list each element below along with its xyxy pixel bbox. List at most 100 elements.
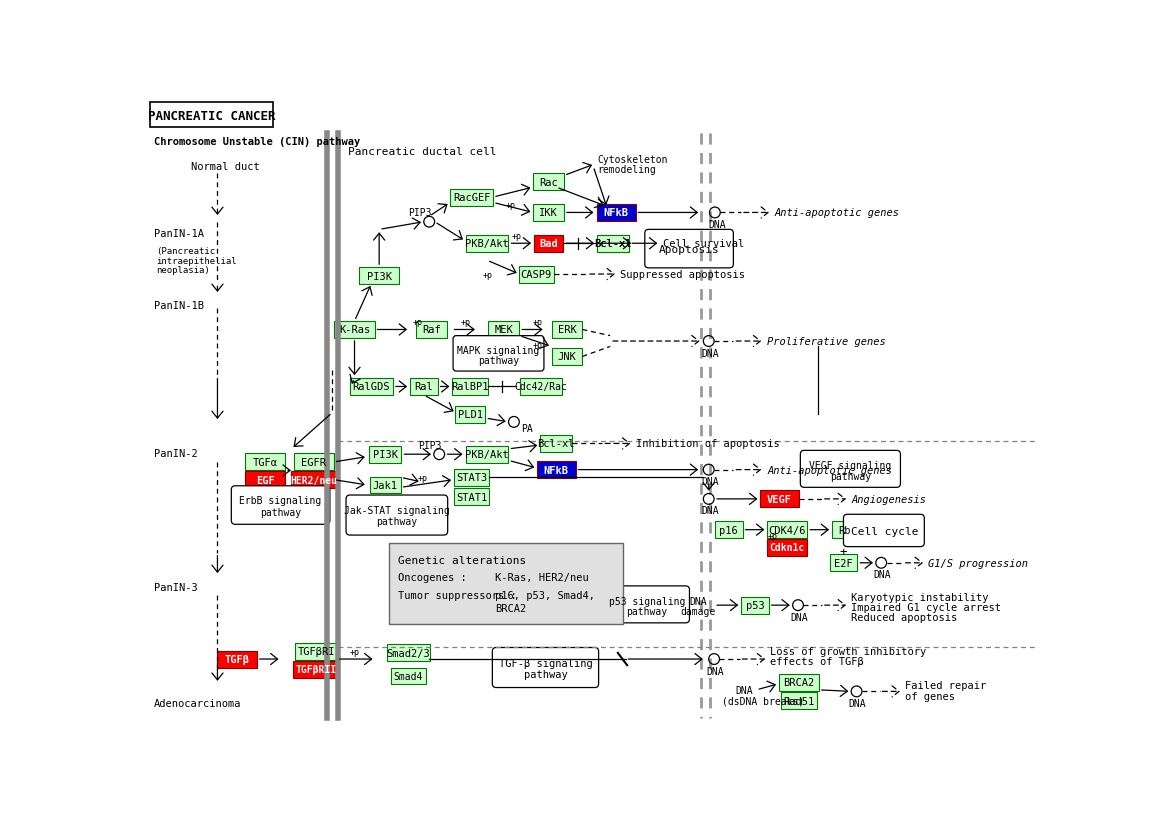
FancyBboxPatch shape: [533, 235, 564, 253]
Text: PANCREATIC CANCER: PANCREATIC CANCER: [148, 110, 275, 123]
Text: Oncogenes :: Oncogenes :: [399, 573, 467, 583]
Text: BRCA2: BRCA2: [783, 677, 815, 687]
FancyBboxPatch shape: [741, 597, 769, 614]
FancyBboxPatch shape: [597, 235, 629, 253]
Text: PanIN-2: PanIN-2: [153, 448, 198, 458]
Text: PIP3: PIP3: [408, 208, 432, 218]
Text: PLD1: PLD1: [458, 410, 482, 420]
Text: +p: +p: [767, 532, 777, 541]
Text: MEK: MEK: [495, 325, 514, 335]
Text: EGFR: EGFR: [301, 457, 327, 467]
Text: CASP9: CASP9: [521, 270, 552, 280]
FancyBboxPatch shape: [597, 205, 636, 222]
FancyBboxPatch shape: [767, 522, 808, 538]
Text: STAT3: STAT3: [456, 473, 487, 483]
Text: Bcl-xl: Bcl-xl: [538, 439, 575, 449]
Text: effects of TGFβ: effects of TGFβ: [770, 657, 865, 667]
FancyBboxPatch shape: [245, 454, 285, 471]
Text: Suppressed apoptosis: Suppressed apoptosis: [621, 270, 745, 280]
FancyBboxPatch shape: [359, 267, 400, 285]
Text: Cell survival: Cell survival: [662, 239, 744, 249]
Text: Chromosome Unstable (CIN) pathway: Chromosome Unstable (CIN) pathway: [153, 137, 360, 147]
Text: G1/S progression: G1/S progression: [928, 558, 1028, 568]
Text: p16, p53, Smad4,: p16, p53, Smad4,: [495, 590, 595, 600]
Text: Failed repair: Failed repair: [905, 681, 987, 691]
Text: PIP3: PIP3: [417, 440, 442, 450]
Text: PI3K: PI3K: [367, 272, 392, 282]
FancyBboxPatch shape: [779, 674, 819, 691]
FancyBboxPatch shape: [452, 378, 488, 396]
Text: Tumor suppressors :: Tumor suppressors :: [399, 590, 517, 600]
Text: Cytoskeleton: Cytoskeleton: [597, 154, 667, 164]
FancyBboxPatch shape: [370, 446, 402, 463]
Text: Raf: Raf: [422, 325, 440, 335]
Text: DNA: DNA: [706, 666, 724, 676]
FancyBboxPatch shape: [293, 661, 339, 677]
Text: DNA: DNA: [849, 698, 867, 708]
FancyBboxPatch shape: [597, 235, 630, 253]
FancyBboxPatch shape: [801, 450, 901, 488]
FancyBboxPatch shape: [295, 643, 337, 660]
Text: +p: +p: [505, 201, 516, 210]
Text: RalBP1: RalBP1: [451, 382, 489, 392]
Text: Angiogenesis: Angiogenesis: [852, 494, 927, 504]
Text: Proliferative genes: Proliferative genes: [767, 337, 885, 347]
Text: K-Ras: K-Ras: [339, 325, 371, 335]
Text: Pancreatic ductal cell: Pancreatic ductal cell: [349, 147, 497, 156]
Text: JNK: JNK: [558, 352, 576, 362]
Text: DNA: DNA: [734, 685, 753, 695]
Text: +p: +p: [350, 647, 360, 656]
FancyBboxPatch shape: [389, 543, 623, 624]
FancyBboxPatch shape: [216, 651, 257, 667]
Text: +p: +p: [533, 341, 543, 350]
Text: STAT1: STAT1: [456, 492, 487, 502]
Text: BRCA2: BRCA2: [495, 604, 526, 614]
Text: Cell cycle: Cell cycle: [851, 527, 918, 537]
FancyBboxPatch shape: [832, 522, 856, 538]
Text: PanIN-1A: PanIN-1A: [153, 229, 203, 239]
FancyBboxPatch shape: [370, 477, 401, 493]
Text: neoplasia): neoplasia): [156, 266, 209, 275]
FancyBboxPatch shape: [454, 407, 486, 423]
FancyBboxPatch shape: [715, 522, 743, 538]
Text: (Pancreatic: (Pancreatic: [156, 247, 215, 256]
Text: pathway: pathway: [830, 471, 872, 481]
Text: pathway: pathway: [260, 508, 301, 518]
FancyBboxPatch shape: [454, 469, 489, 486]
Text: Smad2/3: Smad2/3: [387, 648, 430, 658]
Text: DNA: DNA: [708, 219, 725, 229]
FancyBboxPatch shape: [604, 586, 689, 623]
Text: ErbB signaling: ErbB signaling: [239, 496, 322, 506]
Text: PKB/Akt: PKB/Akt: [465, 239, 509, 249]
Text: RalGDS: RalGDS: [353, 382, 390, 392]
FancyBboxPatch shape: [518, 267, 554, 283]
Text: TGFβ: TGFβ: [224, 654, 249, 664]
Text: Cdc42/Rac: Cdc42/Rac: [515, 382, 567, 392]
Text: Cdkn1c: Cdkn1c: [769, 542, 805, 553]
FancyBboxPatch shape: [350, 378, 393, 396]
Text: Adenocarcinoma: Adenocarcinoma: [153, 698, 241, 708]
FancyBboxPatch shape: [387, 645, 430, 662]
Text: damage: damage: [680, 607, 716, 617]
Text: +p: +p: [511, 232, 522, 241]
Text: intraepithelial: intraepithelial: [156, 257, 237, 265]
Text: p53: p53: [746, 600, 765, 610]
FancyBboxPatch shape: [294, 454, 333, 471]
FancyBboxPatch shape: [290, 472, 337, 489]
Text: NFkB: NFkB: [544, 465, 568, 475]
FancyBboxPatch shape: [466, 446, 508, 463]
Text: K-Ras, HER2/neu: K-Ras, HER2/neu: [495, 573, 588, 583]
Text: TGFβRII: TGFβRII: [295, 664, 337, 674]
Text: Genetic alterations: Genetic alterations: [399, 556, 526, 566]
Text: VEGF: VEGF: [767, 494, 792, 504]
FancyBboxPatch shape: [760, 491, 798, 508]
Text: PanIN-1B: PanIN-1B: [153, 301, 203, 310]
Text: PA: PA: [521, 424, 532, 434]
FancyBboxPatch shape: [390, 667, 426, 685]
FancyBboxPatch shape: [454, 489, 489, 505]
Text: Anti-apoptotic genes: Anti-apoptotic genes: [767, 465, 892, 475]
Text: PanIN-3: PanIN-3: [153, 583, 198, 593]
FancyBboxPatch shape: [645, 230, 733, 268]
FancyBboxPatch shape: [335, 321, 374, 339]
Text: +p: +p: [417, 474, 428, 482]
